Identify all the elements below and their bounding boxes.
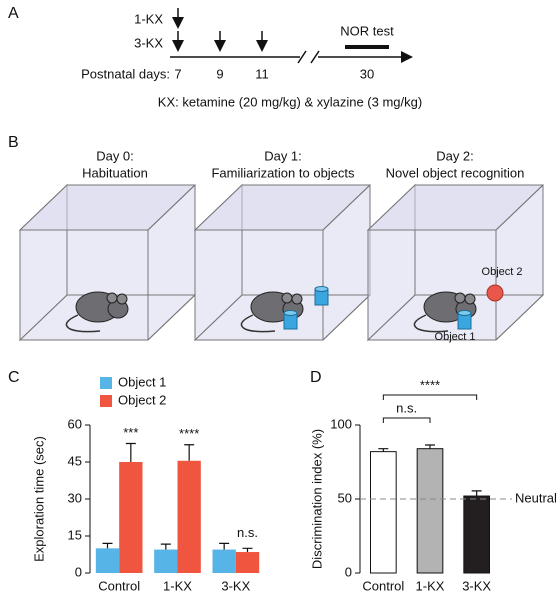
mouse-tail [240, 314, 276, 333]
y-axis-label: Exploration time (sec) [31, 436, 46, 562]
object-label: Object 1 [435, 331, 476, 343]
bar [370, 451, 397, 574]
object-label: Object 2 [482, 266, 523, 278]
test-label: NOR test [340, 23, 394, 38]
box-subtitle: Familiarization to objects [211, 165, 355, 180]
day-label: 30 [360, 66, 374, 81]
y-tick-label: 60 [68, 416, 82, 431]
mouse-tail [65, 314, 101, 333]
panel-label: A [8, 5, 19, 22]
box-title: Day 0: [96, 148, 134, 163]
objects [283, 284, 504, 330]
cube-edge [495, 184, 544, 231]
error-bar [471, 490, 482, 497]
significance: *** [123, 425, 138, 440]
legend-label: Object 2 [118, 392, 166, 407]
bar [177, 460, 201, 573]
ball [486, 284, 504, 302]
day-label: 9 [216, 66, 223, 81]
error-bar [425, 444, 435, 449]
cube-edge [322, 184, 371, 231]
cylinder [283, 310, 298, 330]
y-tick-label: 0 [75, 564, 82, 579]
mouse-tail [413, 314, 449, 333]
significance: n.s. [396, 400, 417, 415]
panel-label: C [8, 369, 20, 386]
error-bar [242, 547, 253, 553]
cube-front [19, 229, 149, 341]
y-tick-label: 0 [345, 564, 352, 579]
mouse-ear [106, 292, 118, 304]
bracket [382, 417, 431, 423]
bar [119, 462, 143, 573]
cube-front [194, 229, 324, 341]
error-bar [184, 444, 195, 461]
panel-label: B [8, 134, 19, 151]
significance: **** [179, 426, 199, 441]
mouse-ear [454, 292, 466, 304]
day-label: 7 [174, 66, 181, 81]
mouse-ear [116, 293, 128, 305]
mouse [65, 291, 129, 333]
mouse-ear [464, 293, 476, 305]
x-tick-label: Control [98, 578, 140, 593]
box-subtitle: Habituation [82, 165, 148, 180]
x-tick-label: 3-KX [462, 578, 491, 593]
cube-edge [322, 294, 371, 341]
row-label: 1-KX [134, 11, 163, 26]
panel-label: D [310, 369, 322, 386]
bar [95, 548, 120, 573]
x-tick-label: Control [362, 578, 404, 593]
x-tick-label: 3-KX [221, 578, 250, 593]
box-title: Day 1: [264, 148, 302, 163]
cube-edge [147, 294, 196, 341]
mouse [413, 291, 477, 333]
y-tick-label: 100 [330, 416, 352, 431]
bar [154, 549, 178, 573]
note: KX: ketamine (20 mg/kg) & xylazine (3 mg… [158, 94, 422, 109]
error-bar [160, 543, 171, 550]
box-title: Day 2: [436, 148, 474, 163]
significance: **** [420, 377, 440, 392]
y-tick-label: 30 [68, 490, 82, 505]
arrows [170, 8, 413, 64]
y-tick-label: 50 [338, 490, 352, 505]
x-tick-label: 1-KX [163, 578, 192, 593]
significance: n.s. [237, 525, 258, 540]
y-tick-label: 45 [68, 453, 82, 468]
axis-label: Postnatal days: [81, 66, 170, 81]
y-tick-label: 15 [68, 527, 82, 542]
error-bar [102, 542, 113, 549]
box-subtitle: Novel object recognition [386, 165, 525, 180]
y-axis-label: Discrimination index (%) [309, 429, 324, 569]
cylinder [457, 310, 472, 330]
legend-swatch [100, 395, 112, 407]
bar [212, 549, 236, 573]
legend-swatch [100, 377, 112, 389]
x-tick-label: 1-KX [416, 578, 445, 593]
bar [463, 495, 491, 574]
error-bar [219, 542, 230, 550]
cubes [18, 183, 545, 342]
row-label: 3-KX [134, 35, 163, 50]
bar [416, 448, 444, 574]
mouse-ear [291, 293, 303, 305]
day-label: 11 [255, 66, 269, 81]
cube-edge [147, 184, 196, 231]
cube-edge [495, 294, 544, 341]
bar [235, 552, 260, 573]
legend-label: Object 1 [118, 374, 166, 389]
error-bar [125, 442, 136, 462]
reference-label: Neutral [515, 490, 557, 505]
cylinder [314, 286, 329, 306]
bracket [382, 394, 478, 400]
mouse-ear [281, 292, 293, 304]
